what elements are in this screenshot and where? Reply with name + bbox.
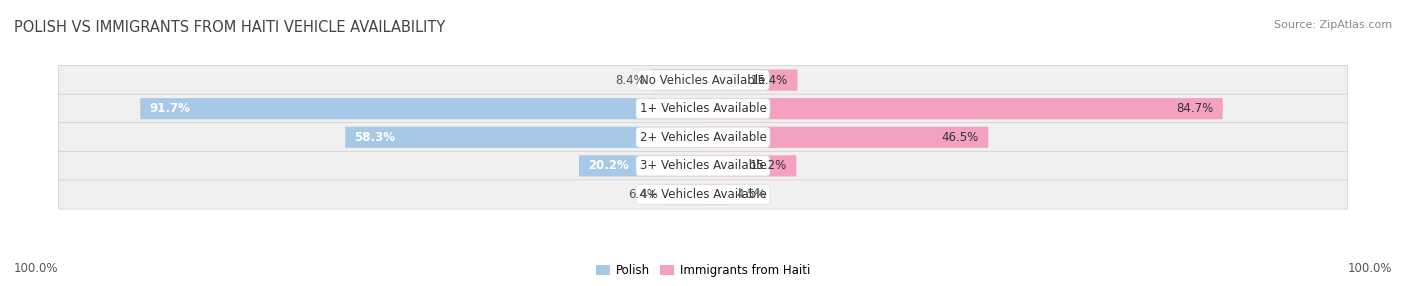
FancyBboxPatch shape <box>703 69 797 91</box>
FancyBboxPatch shape <box>703 184 731 205</box>
FancyBboxPatch shape <box>59 180 1347 209</box>
Text: No Vehicles Available: No Vehicles Available <box>640 74 766 87</box>
FancyBboxPatch shape <box>141 98 703 119</box>
Text: 3+ Vehicles Available: 3+ Vehicles Available <box>640 159 766 172</box>
Legend: Polish, Immigrants from Haiti: Polish, Immigrants from Haiti <box>596 264 810 277</box>
FancyBboxPatch shape <box>703 98 1223 119</box>
Text: 1+ Vehicles Available: 1+ Vehicles Available <box>640 102 766 115</box>
FancyBboxPatch shape <box>703 127 988 148</box>
FancyBboxPatch shape <box>579 155 703 176</box>
FancyBboxPatch shape <box>664 184 703 205</box>
FancyBboxPatch shape <box>346 127 703 148</box>
FancyBboxPatch shape <box>59 123 1347 152</box>
Text: 91.7%: 91.7% <box>149 102 190 115</box>
Text: 100.0%: 100.0% <box>1347 262 1392 275</box>
Text: 84.7%: 84.7% <box>1177 102 1213 115</box>
FancyBboxPatch shape <box>59 65 1347 95</box>
FancyBboxPatch shape <box>651 69 703 91</box>
Text: 4+ Vehicles Available: 4+ Vehicles Available <box>640 188 766 201</box>
Text: 4.5%: 4.5% <box>737 188 766 201</box>
Text: 8.4%: 8.4% <box>616 74 645 87</box>
Text: 6.4%: 6.4% <box>627 188 658 201</box>
FancyBboxPatch shape <box>703 155 796 176</box>
Text: POLISH VS IMMIGRANTS FROM HAITI VEHICLE AVAILABILITY: POLISH VS IMMIGRANTS FROM HAITI VEHICLE … <box>14 20 446 35</box>
Text: Source: ZipAtlas.com: Source: ZipAtlas.com <box>1274 20 1392 30</box>
Text: 58.3%: 58.3% <box>354 131 395 144</box>
FancyBboxPatch shape <box>59 94 1347 123</box>
Text: 100.0%: 100.0% <box>14 262 59 275</box>
Text: 20.2%: 20.2% <box>588 159 628 172</box>
Text: 15.4%: 15.4% <box>751 74 789 87</box>
Text: 46.5%: 46.5% <box>942 131 979 144</box>
Text: 2+ Vehicles Available: 2+ Vehicles Available <box>640 131 766 144</box>
Text: 15.2%: 15.2% <box>749 159 787 172</box>
FancyBboxPatch shape <box>59 151 1347 180</box>
